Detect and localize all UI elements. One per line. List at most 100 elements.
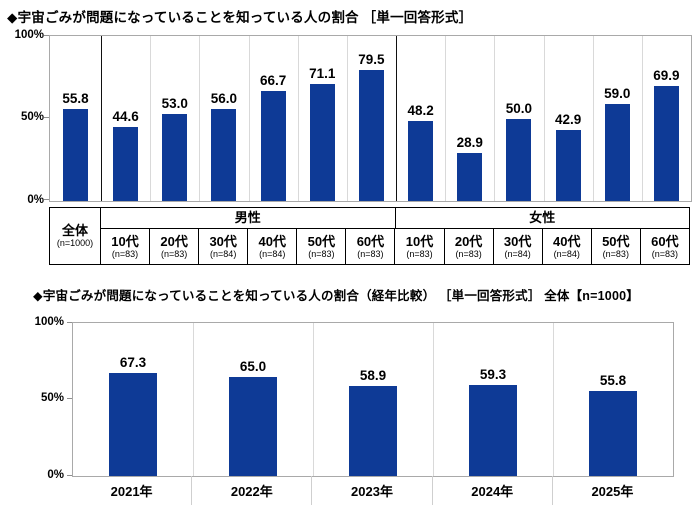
bar-男性-60代 [358, 69, 384, 201]
n-label: (n=83) [406, 248, 433, 259]
column-divider [199, 36, 201, 201]
xaxis-label-2022年: 2022年 [191, 476, 311, 505]
n-label: (n=83) [111, 248, 139, 259]
table-age-cell: 30代 (n=84) [494, 229, 543, 264]
bar-2021年 [109, 373, 157, 476]
table-age-cell: 10代 (n=83) [395, 229, 445, 264]
table-group-header-row: 男性 女性 [101, 208, 689, 229]
column-divider [150, 36, 152, 201]
bar-女性-60代 [653, 85, 679, 201]
table-age-cell: 20代 (n=83) [445, 229, 494, 264]
table-age-cell: 50代 (n=83) [297, 229, 347, 264]
column-divider [248, 36, 250, 201]
bar-男性-10代 [113, 127, 139, 201]
female-group-header: 女性 [529, 210, 556, 225]
chart2-ytick-0: 0% [47, 469, 64, 481]
age-label: 60代 [651, 233, 679, 249]
bar-value-label: 56.0 [210, 90, 238, 106]
table-age-cell: 60代 (n=83) [641, 229, 689, 264]
chart2-title: ◆宇宙ごみが問題になっていることを知っている人の割合（経年比較） ［単一回答形式… [33, 289, 639, 303]
xaxis-label-2021年: 2021年 [110, 484, 153, 499]
bar-value-label: 55.8 [599, 372, 627, 388]
n-label: (n=84) [504, 248, 531, 259]
column-divider [433, 323, 434, 476]
column-divider [193, 323, 194, 476]
table-age-cell: 10代 (n=83) [101, 229, 151, 264]
bar-2023年 [349, 385, 397, 476]
n-label: (n=84) [259, 248, 286, 259]
bar-value-label: 55.8 [62, 90, 89, 106]
table-age-cells-row: 10代 (n=83) 20代 (n=83) 30代 (n=84) 40代 (n=84) 50代(… [101, 229, 689, 264]
table-overall-cell: 全体 (n=1000) [50, 208, 101, 264]
bar-女性-10代 [408, 121, 434, 201]
bar-value-label: 59.3 [479, 367, 507, 383]
n-label: (n=83) [160, 248, 188, 259]
bar-value-label: 59.0 [604, 85, 631, 101]
bar-全体-全体 [63, 108, 88, 201]
age-label: 10代 [405, 233, 434, 249]
chart1-ytick-50: 50% [20, 111, 44, 123]
column-divider [396, 36, 397, 201]
table-age-cell: 60代 (n=83) [346, 229, 396, 264]
bar-value-label: 69.9 [653, 67, 680, 83]
xaxis-label-2025年: 2025年 [551, 476, 672, 505]
n-label: (n=84) [210, 248, 237, 259]
bar-value-label: 65.0 [239, 358, 267, 374]
axis-tick [67, 322, 72, 323]
n-label: (n=84) [553, 248, 580, 259]
n-label: (n=83) [357, 248, 384, 259]
age-label: 20代 [454, 233, 483, 249]
age-label: 30代 [503, 233, 532, 249]
column-divider [297, 36, 299, 201]
column-divider [313, 323, 314, 476]
bar-value-label: 71.1 [309, 65, 336, 81]
n-label: (n=83) [602, 248, 629, 259]
n-label: (n=83) [455, 248, 482, 259]
column-divider [592, 36, 594, 201]
bar-value-label: 28.9 [456, 135, 483, 151]
bar-男性-50代 [309, 83, 335, 201]
column-divider [101, 36, 102, 201]
column-divider [553, 323, 554, 476]
bar-女性-50代 [604, 103, 630, 201]
axis-tick [44, 199, 49, 200]
bar-value-label: 48.2 [407, 103, 434, 119]
age-label: 20代 [160, 233, 188, 249]
column-divider [543, 36, 545, 201]
bar-value-label: 66.7 [259, 72, 287, 88]
bar-女性-40代 [555, 130, 581, 201]
column-divider [494, 36, 496, 201]
bar-男性-30代 [211, 108, 237, 201]
chart2-ytick-50: 50% [40, 392, 64, 404]
chart2-ytick-100: 100% [34, 316, 64, 328]
chart1-ytick-100: 100% [14, 29, 44, 41]
column-divider [641, 36, 643, 201]
table-age-cell: 50代 (n=83) [592, 229, 641, 264]
overall-label: 全体 [61, 223, 88, 238]
age-label: 10代 [111, 233, 139, 249]
axis-tick [44, 35, 49, 36]
bar-2022年 [229, 376, 277, 476]
axis-tick [67, 398, 72, 399]
table-age-cell: 40代 (n=84) [543, 229, 592, 264]
age-label: 60代 [356, 233, 385, 249]
table-age-cell: 40代 (n=84) [248, 229, 298, 264]
bar-男性-20代 [162, 113, 188, 201]
bar-value-label: 67.3 [119, 355, 147, 371]
bar-女性-20代 [457, 153, 483, 201]
column-divider [346, 36, 348, 201]
bar-男性-40代 [260, 90, 286, 201]
table-age-section: 男性 女性 10代 (n=83) 20代 (n=83) 30代 (n=84) 40代 (n=8… [101, 208, 689, 264]
axis-tick [44, 117, 49, 118]
chart1-title: ◆宇宙ごみが問題になっていることを知っている人の割合 ［単一回答形式］ [7, 10, 473, 25]
column-divider [445, 36, 447, 201]
bar-2025年 [589, 390, 637, 476]
bar-value-label: 79.5 [358, 51, 385, 67]
male-group-header: 男性 [101, 208, 396, 228]
chart1-plot-area: 55.8 44.6 53.0 56.0 66.7 71.1 79.5 48.2 28.9 50.0… [49, 35, 692, 202]
age-label: 40代 [258, 233, 286, 249]
age-label: 50代 [307, 233, 336, 249]
bar-value-label: 42.9 [554, 112, 582, 128]
chart1-ytick-0: 0% [27, 194, 44, 206]
